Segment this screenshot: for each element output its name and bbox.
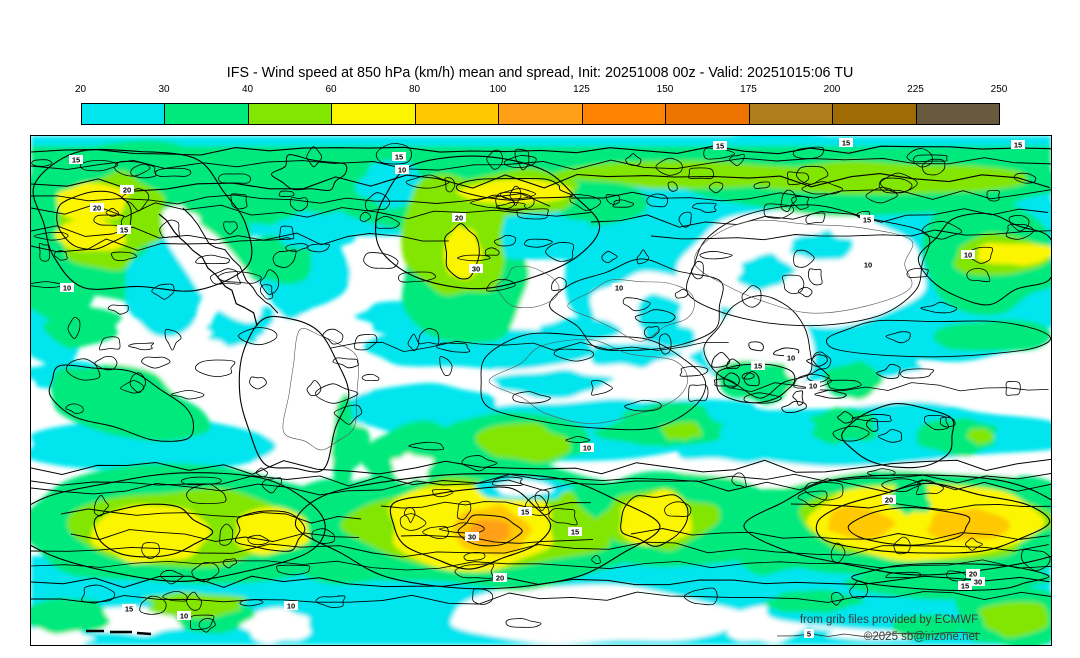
svg-text:10: 10 <box>398 166 406 175</box>
svg-text:10: 10 <box>63 284 71 293</box>
svg-text:15: 15 <box>521 508 529 517</box>
svg-text:15: 15 <box>1014 141 1022 150</box>
svg-text:30: 30 <box>468 533 476 542</box>
svg-text:10: 10 <box>180 612 188 621</box>
svg-text:30: 30 <box>472 265 480 274</box>
svg-text:20: 20 <box>496 574 504 583</box>
svg-text:15: 15 <box>72 156 80 165</box>
svg-text:20: 20 <box>93 204 101 213</box>
svg-text:15: 15 <box>863 216 871 225</box>
svg-text:from grib files provided by EC: from grib files provided by ECMWF <box>800 614 978 626</box>
svg-text:15: 15 <box>716 142 724 151</box>
svg-text:10: 10 <box>583 444 591 453</box>
svg-text:15: 15 <box>961 582 969 591</box>
svg-text:15: 15 <box>120 226 128 235</box>
svg-text:10: 10 <box>964 251 972 260</box>
svg-text:20: 20 <box>969 570 977 579</box>
svg-text:30: 30 <box>974 578 982 587</box>
svg-text:10: 10 <box>864 261 872 270</box>
svg-text:10: 10 <box>615 284 623 293</box>
svg-text:20: 20 <box>455 214 463 223</box>
svg-text:15: 15 <box>395 153 403 162</box>
svg-text:10: 10 <box>787 354 795 363</box>
svg-text:5: 5 <box>807 630 811 639</box>
svg-text:20: 20 <box>885 496 893 505</box>
svg-text:15: 15 <box>571 528 579 537</box>
svg-text:15: 15 <box>125 605 133 614</box>
svg-text:10: 10 <box>287 602 295 611</box>
svg-text:©2025 sb@irizone.net: ©2025 sb@irizone.net <box>864 631 979 643</box>
svg-text:10: 10 <box>809 382 817 391</box>
svg-text:15: 15 <box>754 362 762 371</box>
svg-text:15: 15 <box>842 139 850 148</box>
svg-text:20: 20 <box>123 186 131 195</box>
